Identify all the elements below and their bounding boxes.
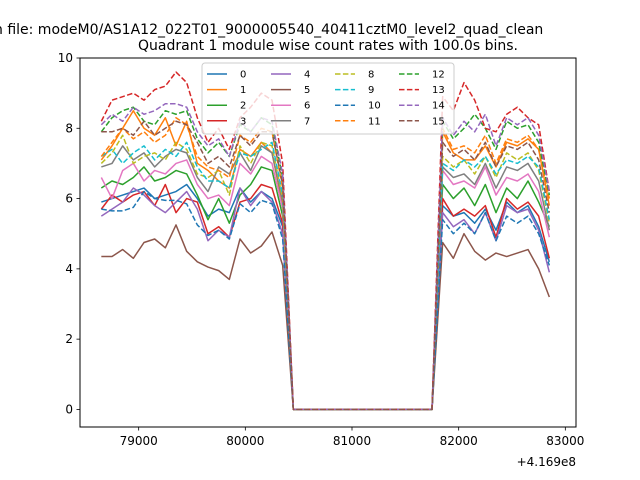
x-tick-label: 81000 <box>333 434 371 448</box>
legend-label-9: 9 <box>368 85 374 96</box>
legend-label-1: 1 <box>240 85 246 96</box>
legend-label-3: 3 <box>240 116 246 127</box>
legend-label-10: 10 <box>368 101 381 112</box>
legend-label-13: 13 <box>432 85 445 96</box>
y-tick-label: 2 <box>65 332 73 346</box>
x-tick-label: 79000 <box>120 434 158 448</box>
plot-frame <box>79 57 577 428</box>
legend-label-5: 5 <box>304 85 310 96</box>
series-line-15 <box>101 120 551 411</box>
x-tick-label: 80000 <box>226 434 264 448</box>
series-line-14 <box>100 102 551 411</box>
x-offset-label: +4.169e8 <box>517 455 576 469</box>
legend-label-14: 14 <box>432 101 445 112</box>
legend-label-0: 0 <box>240 70 246 81</box>
y-tick-label: 8 <box>65 121 73 135</box>
legend-label-4: 4 <box>304 70 310 81</box>
y-tick-label: 0 <box>65 402 73 416</box>
y-tick-label: 6 <box>65 192 73 206</box>
legend-label-11: 11 <box>368 116 381 127</box>
x-tick-label: 83000 <box>546 434 584 448</box>
chart-title: Quadrant 1 module wise count rates with … <box>138 38 518 54</box>
legend-label-15: 15 <box>432 116 445 127</box>
legend-label-8: 8 <box>368 70 374 81</box>
y-tick-label: 10 <box>58 51 73 65</box>
series-lines <box>100 71 551 411</box>
x-tick-label: 82000 <box>440 434 478 448</box>
legend-label-12: 12 <box>432 70 445 81</box>
legend-label-2: 2 <box>240 101 246 112</box>
y-tick-label: 4 <box>65 262 73 276</box>
figure-suptitle: n file: modeM0/AS1A12_022T01_9000005540_… <box>0 22 543 38</box>
legend-label-6: 6 <box>304 101 310 112</box>
legend-frame <box>201 62 455 135</box>
series-line-8 <box>100 134 551 411</box>
legend-label-7: 7 <box>304 116 310 127</box>
